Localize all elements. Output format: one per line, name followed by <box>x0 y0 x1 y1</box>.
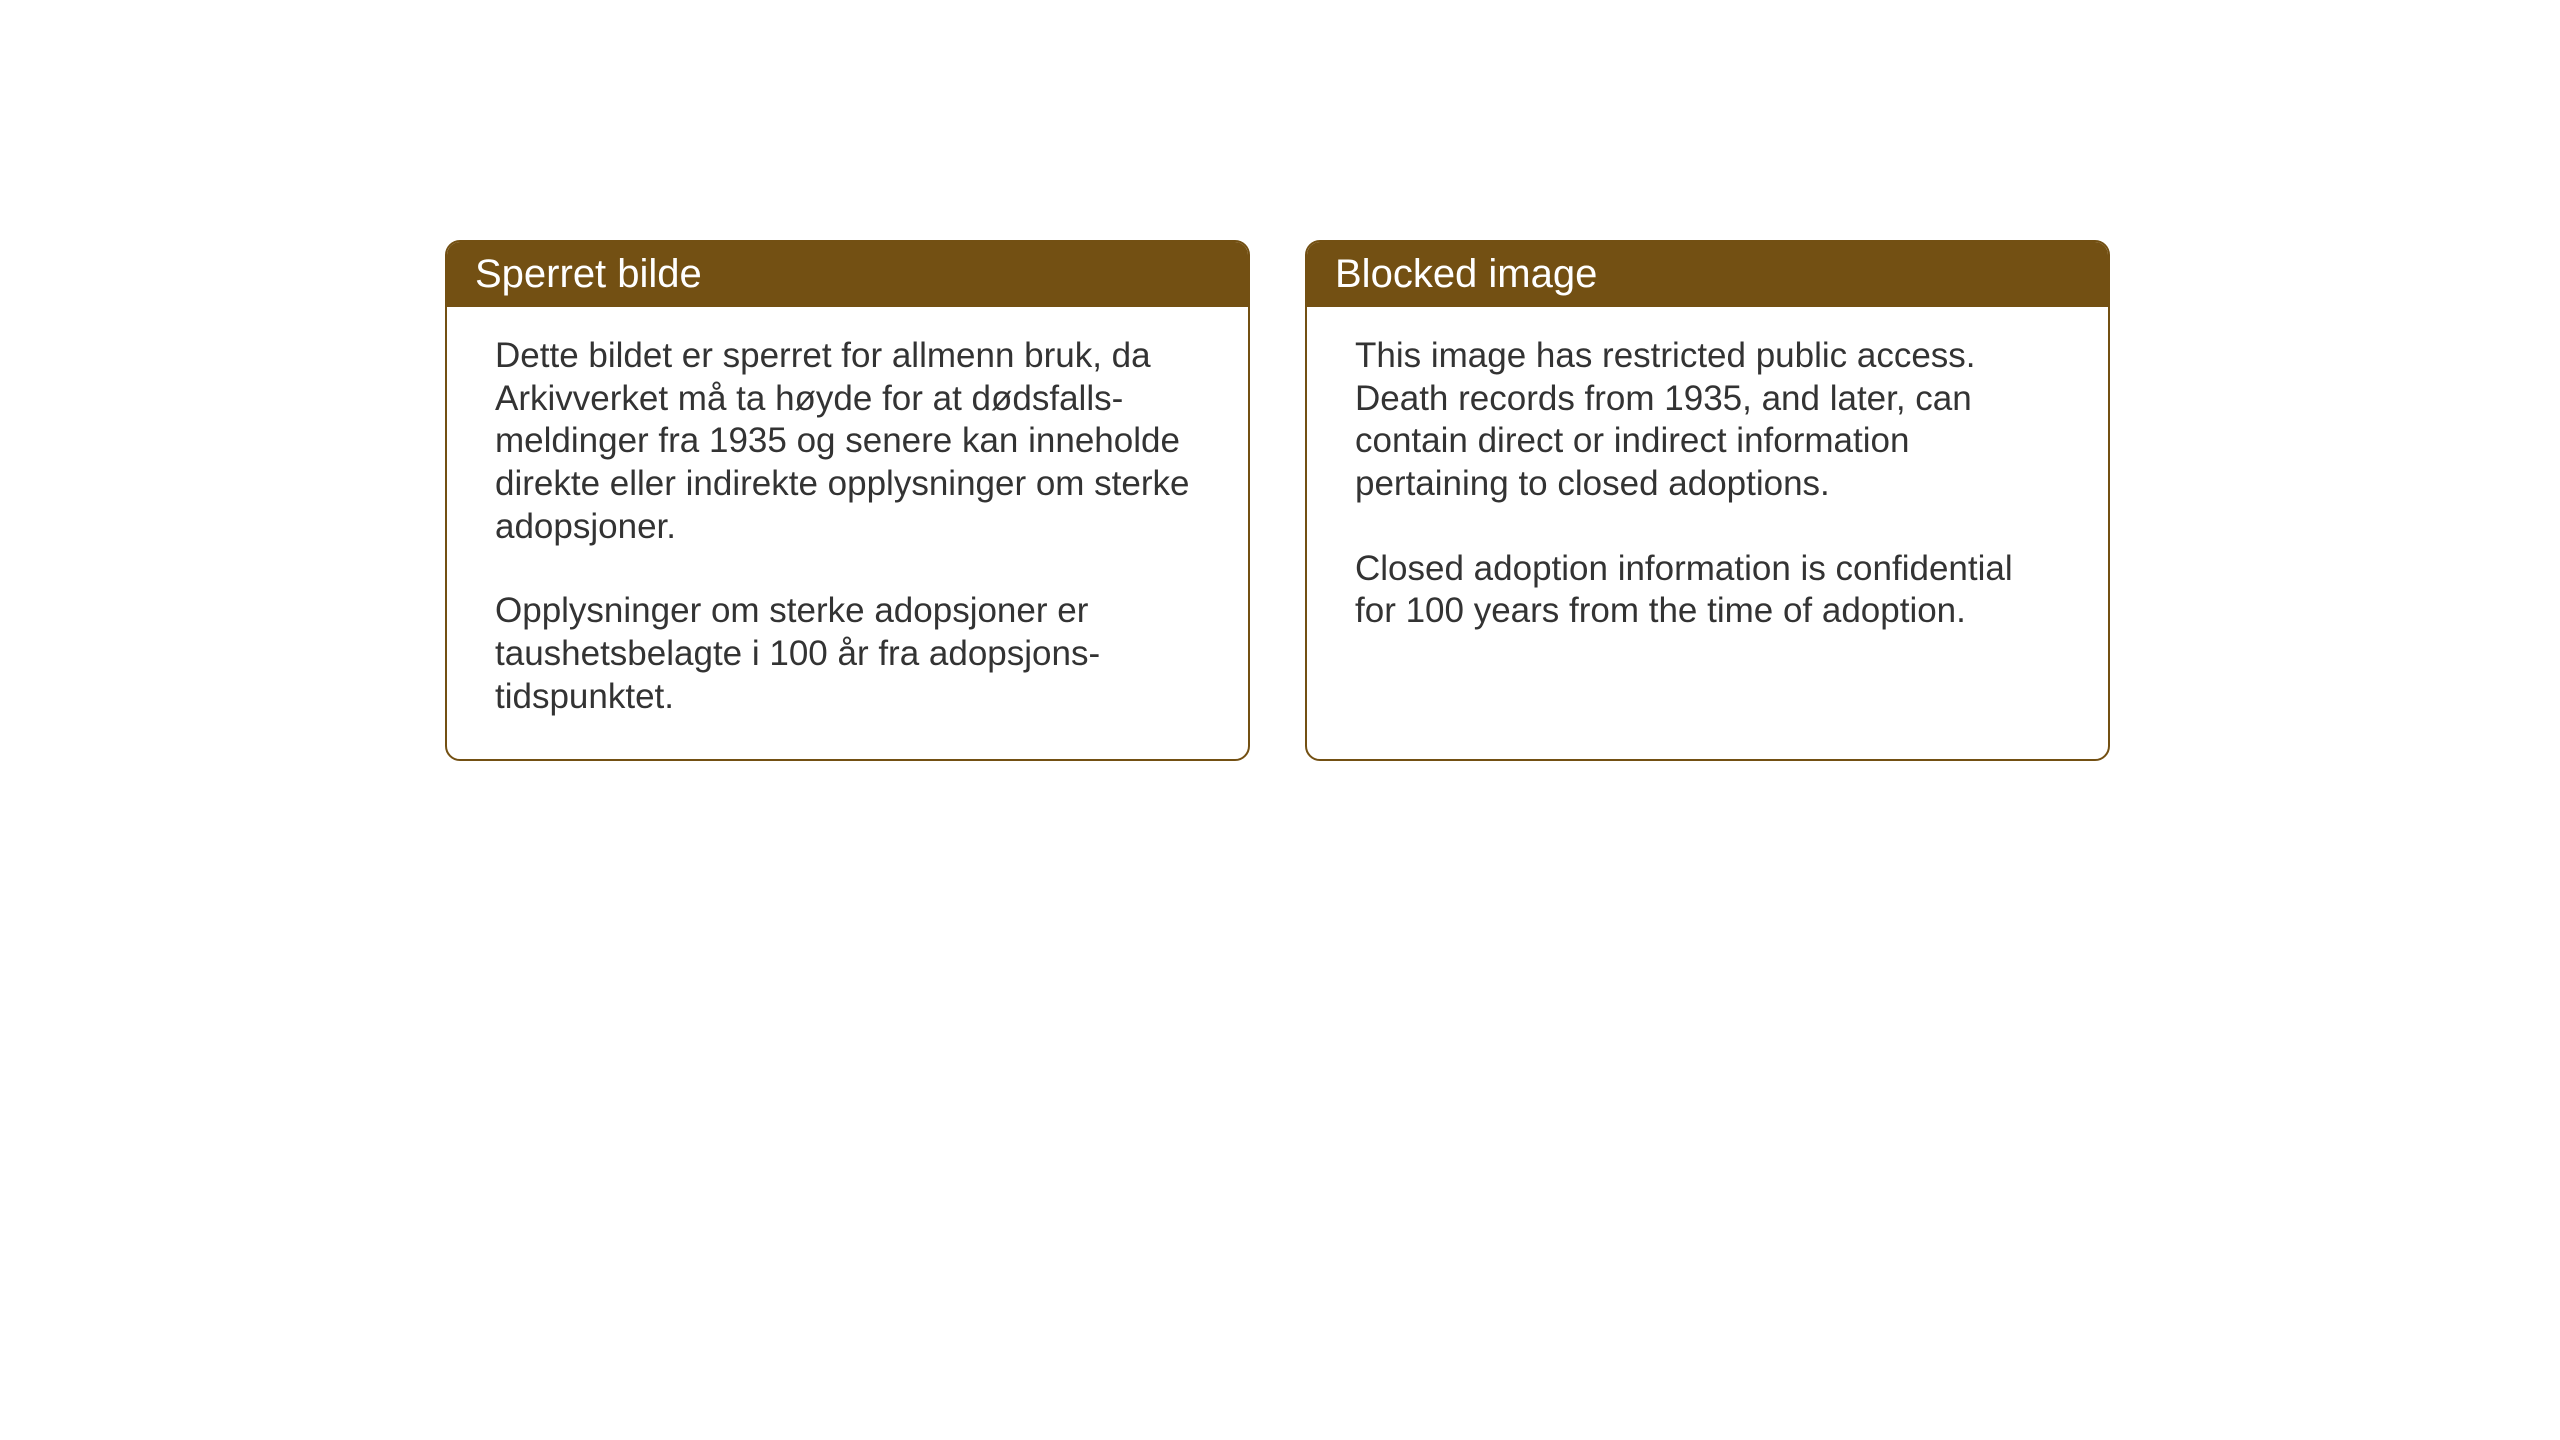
norwegian-paragraph-2: Opplysninger om sterke adopsjoner er tau… <box>495 590 1200 718</box>
norwegian-card-body: Dette bildet er sperret for allmenn bruk… <box>447 307 1248 759</box>
english-card-body: This image has restricted public access.… <box>1307 307 2108 673</box>
norwegian-card-title: Sperret bilde <box>447 242 1248 307</box>
english-card-title: Blocked image <box>1307 242 2108 307</box>
cards-container: Sperret bilde Dette bildet er sperret fo… <box>445 240 2110 761</box>
norwegian-paragraph-1: Dette bildet er sperret for allmenn bruk… <box>495 335 1200 548</box>
english-paragraph-2: Closed adoption information is confident… <box>1355 548 2060 633</box>
norwegian-card: Sperret bilde Dette bildet er sperret fo… <box>445 240 1250 761</box>
english-paragraph-1: This image has restricted public access.… <box>1355 335 2060 506</box>
english-card: Blocked image This image has restricted … <box>1305 240 2110 761</box>
